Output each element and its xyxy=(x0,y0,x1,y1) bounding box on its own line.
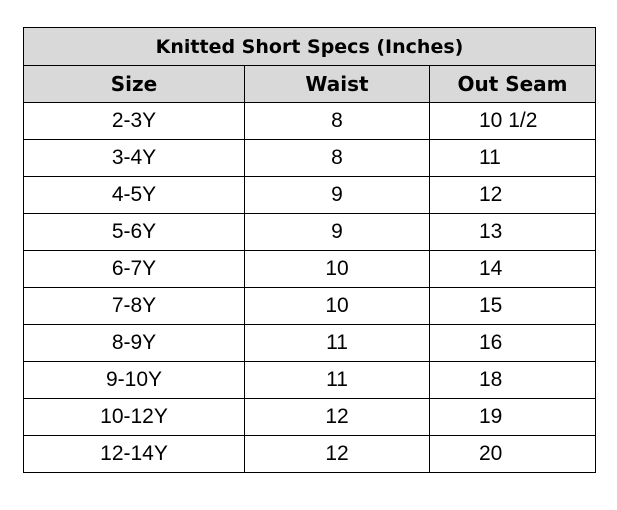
waist-cell: 9 xyxy=(244,213,430,251)
waist-cell: 12 xyxy=(244,398,430,436)
waist-cell: 10 xyxy=(244,250,430,288)
out-seam-cell: 12 xyxy=(429,176,596,214)
out-seam-cell: 16 xyxy=(429,324,596,362)
table-body: 2-3Y 8 10 1/2 3-4Y 8 11 4-5Y 9 12 5-6Y 9 13 6-7Y 10 14… xyxy=(23,102,596,473)
column-header-size: Size xyxy=(23,65,245,103)
table-row: 9-10Y 11 18 xyxy=(23,361,596,399)
specs-table: Knitted Short Specs (Inches) Size Waist … xyxy=(23,27,596,473)
table-row: 7-8Y 10 15 xyxy=(23,287,596,325)
waist-cell: 8 xyxy=(244,102,430,140)
out-seam-cell: 20 xyxy=(429,435,596,473)
table-title: Knitted Short Specs (Inches) xyxy=(23,27,596,66)
size-cell: 3-4Y xyxy=(23,139,245,177)
size-cell: 4-5Y xyxy=(23,176,245,214)
column-header-waist: Waist xyxy=(244,65,430,103)
out-seam-cell: 15 xyxy=(429,287,596,325)
size-cell: 9-10Y xyxy=(23,361,245,399)
table-row: 8-9Y 11 16 xyxy=(23,324,596,362)
waist-cell: 11 xyxy=(244,361,430,399)
size-cell: 7-8Y xyxy=(23,287,245,325)
waist-cell: 11 xyxy=(244,324,430,362)
size-cell: 5-6Y xyxy=(23,213,245,251)
out-seam-cell: 11 xyxy=(429,139,596,177)
table-row: 6-7Y 10 14 xyxy=(23,250,596,288)
column-header-out-seam: Out Seam xyxy=(429,65,596,103)
out-seam-cell: 18 xyxy=(429,361,596,399)
size-cell: 2-3Y xyxy=(23,102,245,140)
size-cell: 8-9Y xyxy=(23,324,245,362)
size-cell: 10-12Y xyxy=(23,398,245,436)
size-cell: 12-14Y xyxy=(23,435,245,473)
table-row: 10-12Y 12 19 xyxy=(23,398,596,436)
out-seam-cell: 14 xyxy=(429,250,596,288)
waist-cell: 10 xyxy=(244,287,430,325)
waist-cell: 9 xyxy=(244,176,430,214)
waist-cell: 12 xyxy=(244,435,430,473)
table-row: 12-14Y 12 20 xyxy=(23,435,596,473)
table-row: 4-5Y 9 12 xyxy=(23,176,596,214)
table-row: 2-3Y 8 10 1/2 xyxy=(23,102,596,140)
table-row: 3-4Y 8 11 xyxy=(23,139,596,177)
out-seam-cell: 13 xyxy=(429,213,596,251)
size-cell: 6-7Y xyxy=(23,250,245,288)
out-seam-cell: 10 1/2 xyxy=(429,102,596,140)
waist-cell: 8 xyxy=(244,139,430,177)
out-seam-cell: 19 xyxy=(429,398,596,436)
table-row: 5-6Y 9 13 xyxy=(23,213,596,251)
